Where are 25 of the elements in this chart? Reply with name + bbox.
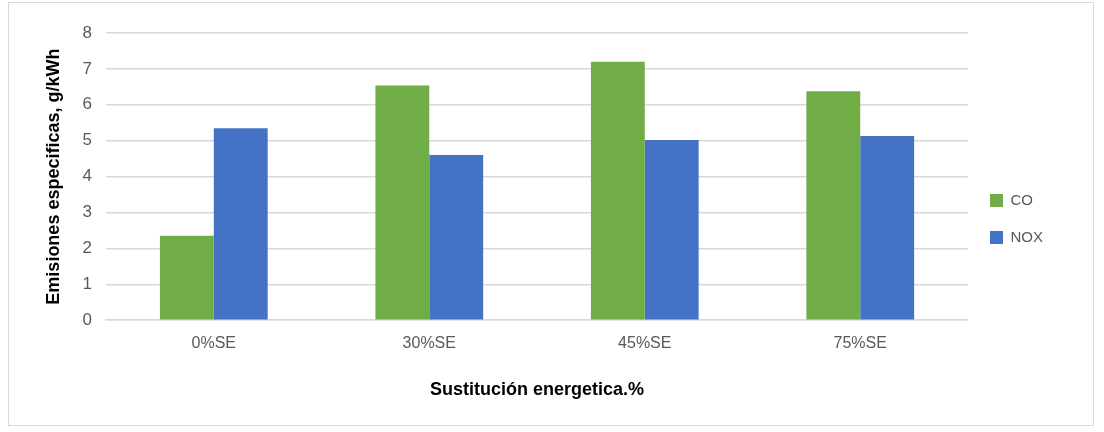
x-tick-label: 30%SE: [402, 334, 456, 352]
legend-label: CO: [1010, 190, 1033, 208]
y-tick-label: 6: [82, 94, 93, 114]
y-tick-label: 3: [82, 202, 93, 222]
legend-label: NOX: [1010, 227, 1044, 245]
y-tick-label: 4: [82, 166, 93, 186]
bar: [429, 155, 484, 320]
x-tick-label: 0%SE: [191, 334, 237, 352]
bar: [375, 85, 430, 320]
y-tick-label: 1: [82, 273, 93, 293]
bar: [213, 128, 268, 320]
y-tick-label: 2: [82, 238, 93, 258]
y-tick-label: 7: [82, 58, 93, 78]
y-tick-label: 8: [82, 22, 93, 42]
y-tick-label: 5: [82, 130, 93, 150]
bar: [590, 61, 645, 320]
x-tick-label: 75%SE: [833, 334, 887, 352]
bar: [806, 91, 861, 320]
y-axis-title: Emisiones especificas, g/kWh: [42, 48, 63, 305]
x-axis-title: Sustitución energetica.%: [429, 379, 645, 400]
y-tick-label: 0: [82, 309, 93, 329]
bar: [644, 139, 699, 320]
x-tick-label: 45%SE: [618, 334, 672, 352]
bar: [159, 235, 214, 320]
bar: [860, 136, 915, 320]
